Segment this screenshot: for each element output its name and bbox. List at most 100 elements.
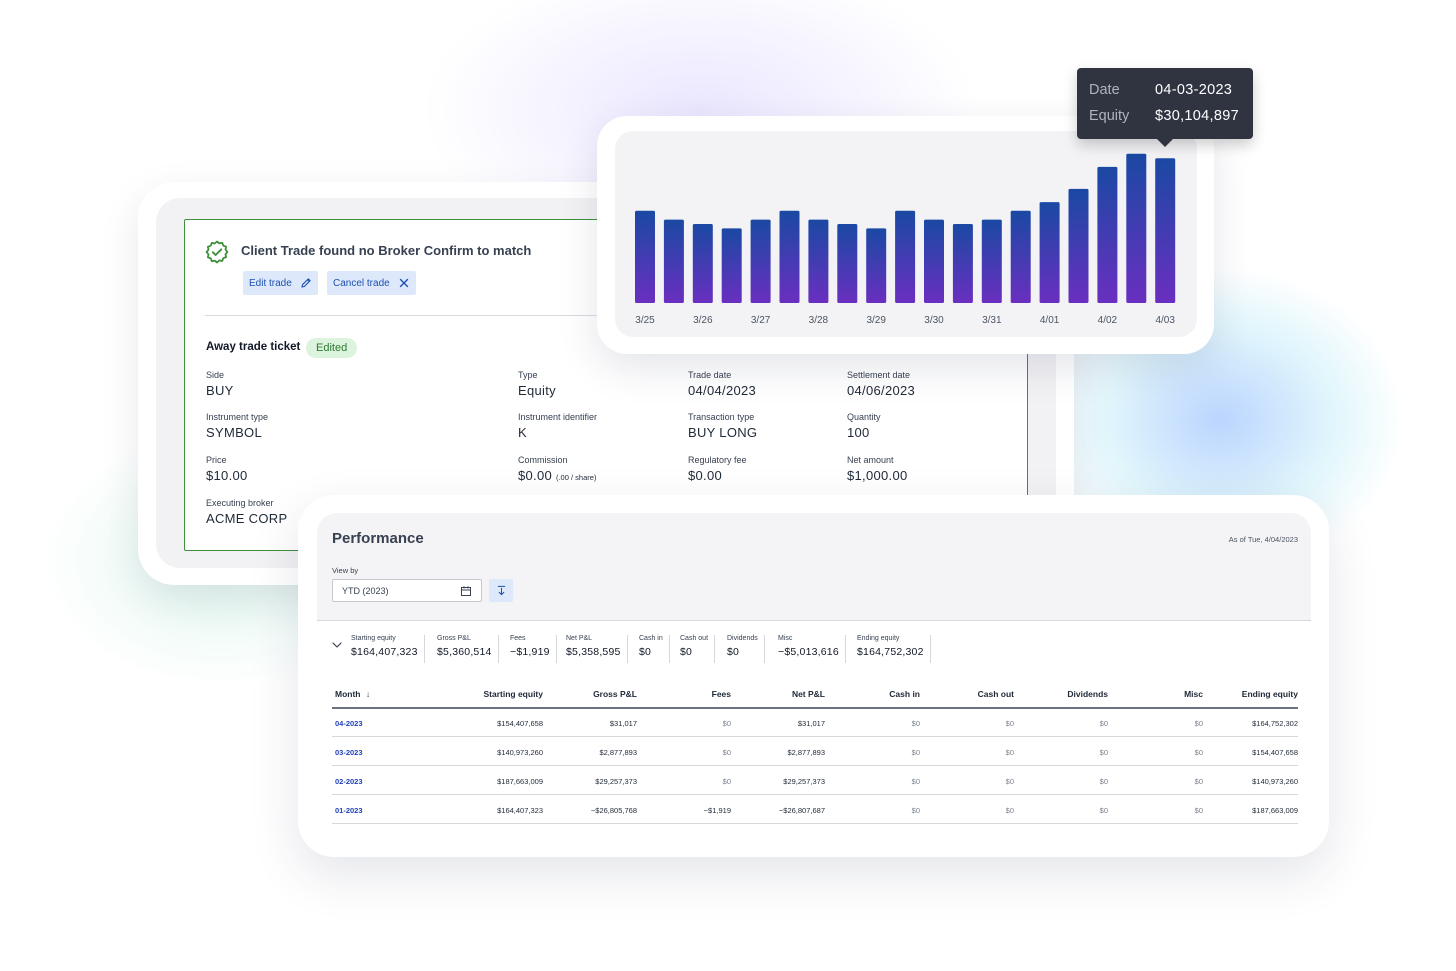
tooltip-equity-label: Equity xyxy=(1089,108,1130,124)
field-value: $0.00 (.00 / share) xyxy=(518,468,596,483)
chart-bar[interactable] xyxy=(663,219,684,303)
edit-trade-button[interactable]: Edit trade xyxy=(243,271,318,295)
verified-badge-icon xyxy=(205,240,229,264)
summary-label: Cash in xyxy=(639,635,663,642)
cell-misc: $0 xyxy=(1194,777,1203,786)
field-label: Side xyxy=(206,370,225,380)
chart-bar[interactable] xyxy=(866,228,887,303)
column-header-ending-equity[interactable]: Ending equity xyxy=(1241,689,1298,699)
column-header-fees[interactable]: Fees xyxy=(711,689,731,699)
chart-bar[interactable] xyxy=(837,224,858,303)
field-value: $1,000.00 xyxy=(847,468,908,483)
collapse-all-button[interactable] xyxy=(489,579,513,602)
summary-label: Dividends xyxy=(727,635,758,642)
chart-bar[interactable] xyxy=(750,219,771,303)
field-value: 100 xyxy=(847,425,870,440)
tooltip-date-value: 04-03-2023 xyxy=(1155,82,1233,98)
summary-label: Misc xyxy=(778,635,793,642)
cancel-trade-label: Cancel trade xyxy=(333,277,390,289)
table-row-divider xyxy=(332,765,1298,766)
field-executing-broker: Executing broker ACME CORP xyxy=(206,498,287,526)
chart-bar[interactable] xyxy=(692,224,713,303)
cell-fees: −$1,919 xyxy=(703,806,731,815)
close-icon xyxy=(399,278,408,288)
chart-bar[interactable] xyxy=(981,219,1002,303)
field-label: Executing broker xyxy=(206,498,274,508)
column-header-misc[interactable]: Misc xyxy=(1184,689,1203,699)
column-header-gross-pnl[interactable]: Gross P&L xyxy=(593,689,637,699)
field-label: Trade date xyxy=(688,370,732,380)
ticket-title: Away trade ticket xyxy=(206,341,301,353)
cell-dividends: $0 xyxy=(1099,719,1108,728)
summary-value: $0 xyxy=(639,646,652,658)
edit-trade-label: Edit trade xyxy=(249,277,292,289)
month-link[interactable]: 03-2023 xyxy=(335,748,363,757)
chart-bar[interactable] xyxy=(1097,166,1118,303)
cell-misc: $0 xyxy=(1194,748,1203,757)
field-label: Net amount xyxy=(847,455,894,465)
commission-note: (.00 / share) xyxy=(555,473,597,482)
cell-ending-equity: $154,407,658 xyxy=(1252,748,1298,757)
field-label: Settlement date xyxy=(847,370,911,380)
chart-bar[interactable] xyxy=(1010,210,1031,303)
month-link[interactable]: 04-2023 xyxy=(335,719,363,728)
field-side: Side BUY xyxy=(206,370,234,398)
chart-bar[interactable] xyxy=(1155,158,1176,303)
summary-value: $164,407,323 xyxy=(351,646,418,658)
collapse-icon xyxy=(497,585,505,596)
chart-bar[interactable] xyxy=(1068,188,1089,303)
chart-bar[interactable] xyxy=(1039,202,1060,303)
field-net-amount: Net amount $1,000.00 xyxy=(847,455,908,483)
summary-dividends: Dividends $0 xyxy=(727,635,765,663)
summary-cash-out: Cash out $0 xyxy=(680,635,716,663)
chart-bar[interactable] xyxy=(721,228,742,303)
as-of-date: As of Tue, 4/04/2023 xyxy=(1228,535,1298,544)
column-header-dividends[interactable]: Dividends xyxy=(1067,689,1108,699)
cell-ending-equity: $164,752,302 xyxy=(1252,719,1298,728)
cell-fees: $0 xyxy=(722,777,731,786)
performance-panel: Performance As of Tue, 4/04/2023 View by… xyxy=(317,513,1311,836)
cancel-trade-button[interactable]: Cancel trade xyxy=(327,271,416,295)
month-link[interactable]: 01-2023 xyxy=(335,806,363,815)
calendar-icon xyxy=(461,586,471,596)
column-header-cash-out[interactable]: Cash out xyxy=(977,689,1014,699)
pencil-icon xyxy=(301,278,311,288)
field-value: BUY LONG xyxy=(688,425,758,440)
month-link[interactable]: 02-2023 xyxy=(335,777,363,786)
cell-gross-pnl: $29,257,373 xyxy=(595,777,637,786)
column-header-cash-in[interactable]: Cash in xyxy=(889,689,920,699)
tooltip-date-row: Date 04-03-2023 xyxy=(1089,82,1241,98)
table-row-divider xyxy=(332,823,1298,824)
view-by-date-picker[interactable]: YTD (2023) xyxy=(332,579,482,602)
chart-bar[interactable] xyxy=(808,219,829,303)
field-value: 04/06/2023 xyxy=(847,383,916,398)
cell-dividends: $0 xyxy=(1099,748,1108,757)
commission-value: $0.00 xyxy=(518,468,553,483)
field-instrument-identifier: Instrument identifier K xyxy=(518,412,597,440)
chart-bar[interactable] xyxy=(779,210,800,303)
chevron-down-icon[interactable] xyxy=(331,639,343,651)
field-settlement-date: Settlement date 04/06/2023 xyxy=(847,370,915,398)
cell-ending-equity: $140,973,260 xyxy=(1252,777,1298,786)
cell-cash-out: $0 xyxy=(1005,748,1014,757)
summary-value: −$1,919 xyxy=(510,646,550,658)
field-value: $0.00 xyxy=(688,468,723,483)
chart-bar[interactable] xyxy=(924,219,944,303)
x-tick-label: 3/29 xyxy=(866,315,886,326)
chart-bar[interactable] xyxy=(635,210,655,303)
column-header-month[interactable]: Month ↓ xyxy=(335,689,370,699)
alert-title: Client Trade found no Broker Confirm to … xyxy=(241,243,532,258)
chart-bar[interactable] xyxy=(952,224,973,303)
column-header-label: Month xyxy=(335,689,361,699)
field-price: Price $10.00 xyxy=(206,455,248,483)
summary-fees: Fees −$1,919 xyxy=(510,635,557,663)
cell-cash-in: $0 xyxy=(911,719,920,728)
field-instrument-type: Instrument type SYMBOL xyxy=(206,412,268,440)
chart-bar[interactable] xyxy=(895,210,916,303)
summary-net-pnl: Net P&L $5,358,595 xyxy=(566,635,628,663)
column-header-net-pnl[interactable]: Net P&L xyxy=(791,689,825,699)
summary-cash-in: Cash in $0 xyxy=(639,635,670,663)
column-header-starting-equity[interactable]: Starting equity xyxy=(483,689,543,699)
chart-bar[interactable] xyxy=(1126,153,1147,303)
cell-gross-pnl: $31,017 xyxy=(609,719,637,728)
